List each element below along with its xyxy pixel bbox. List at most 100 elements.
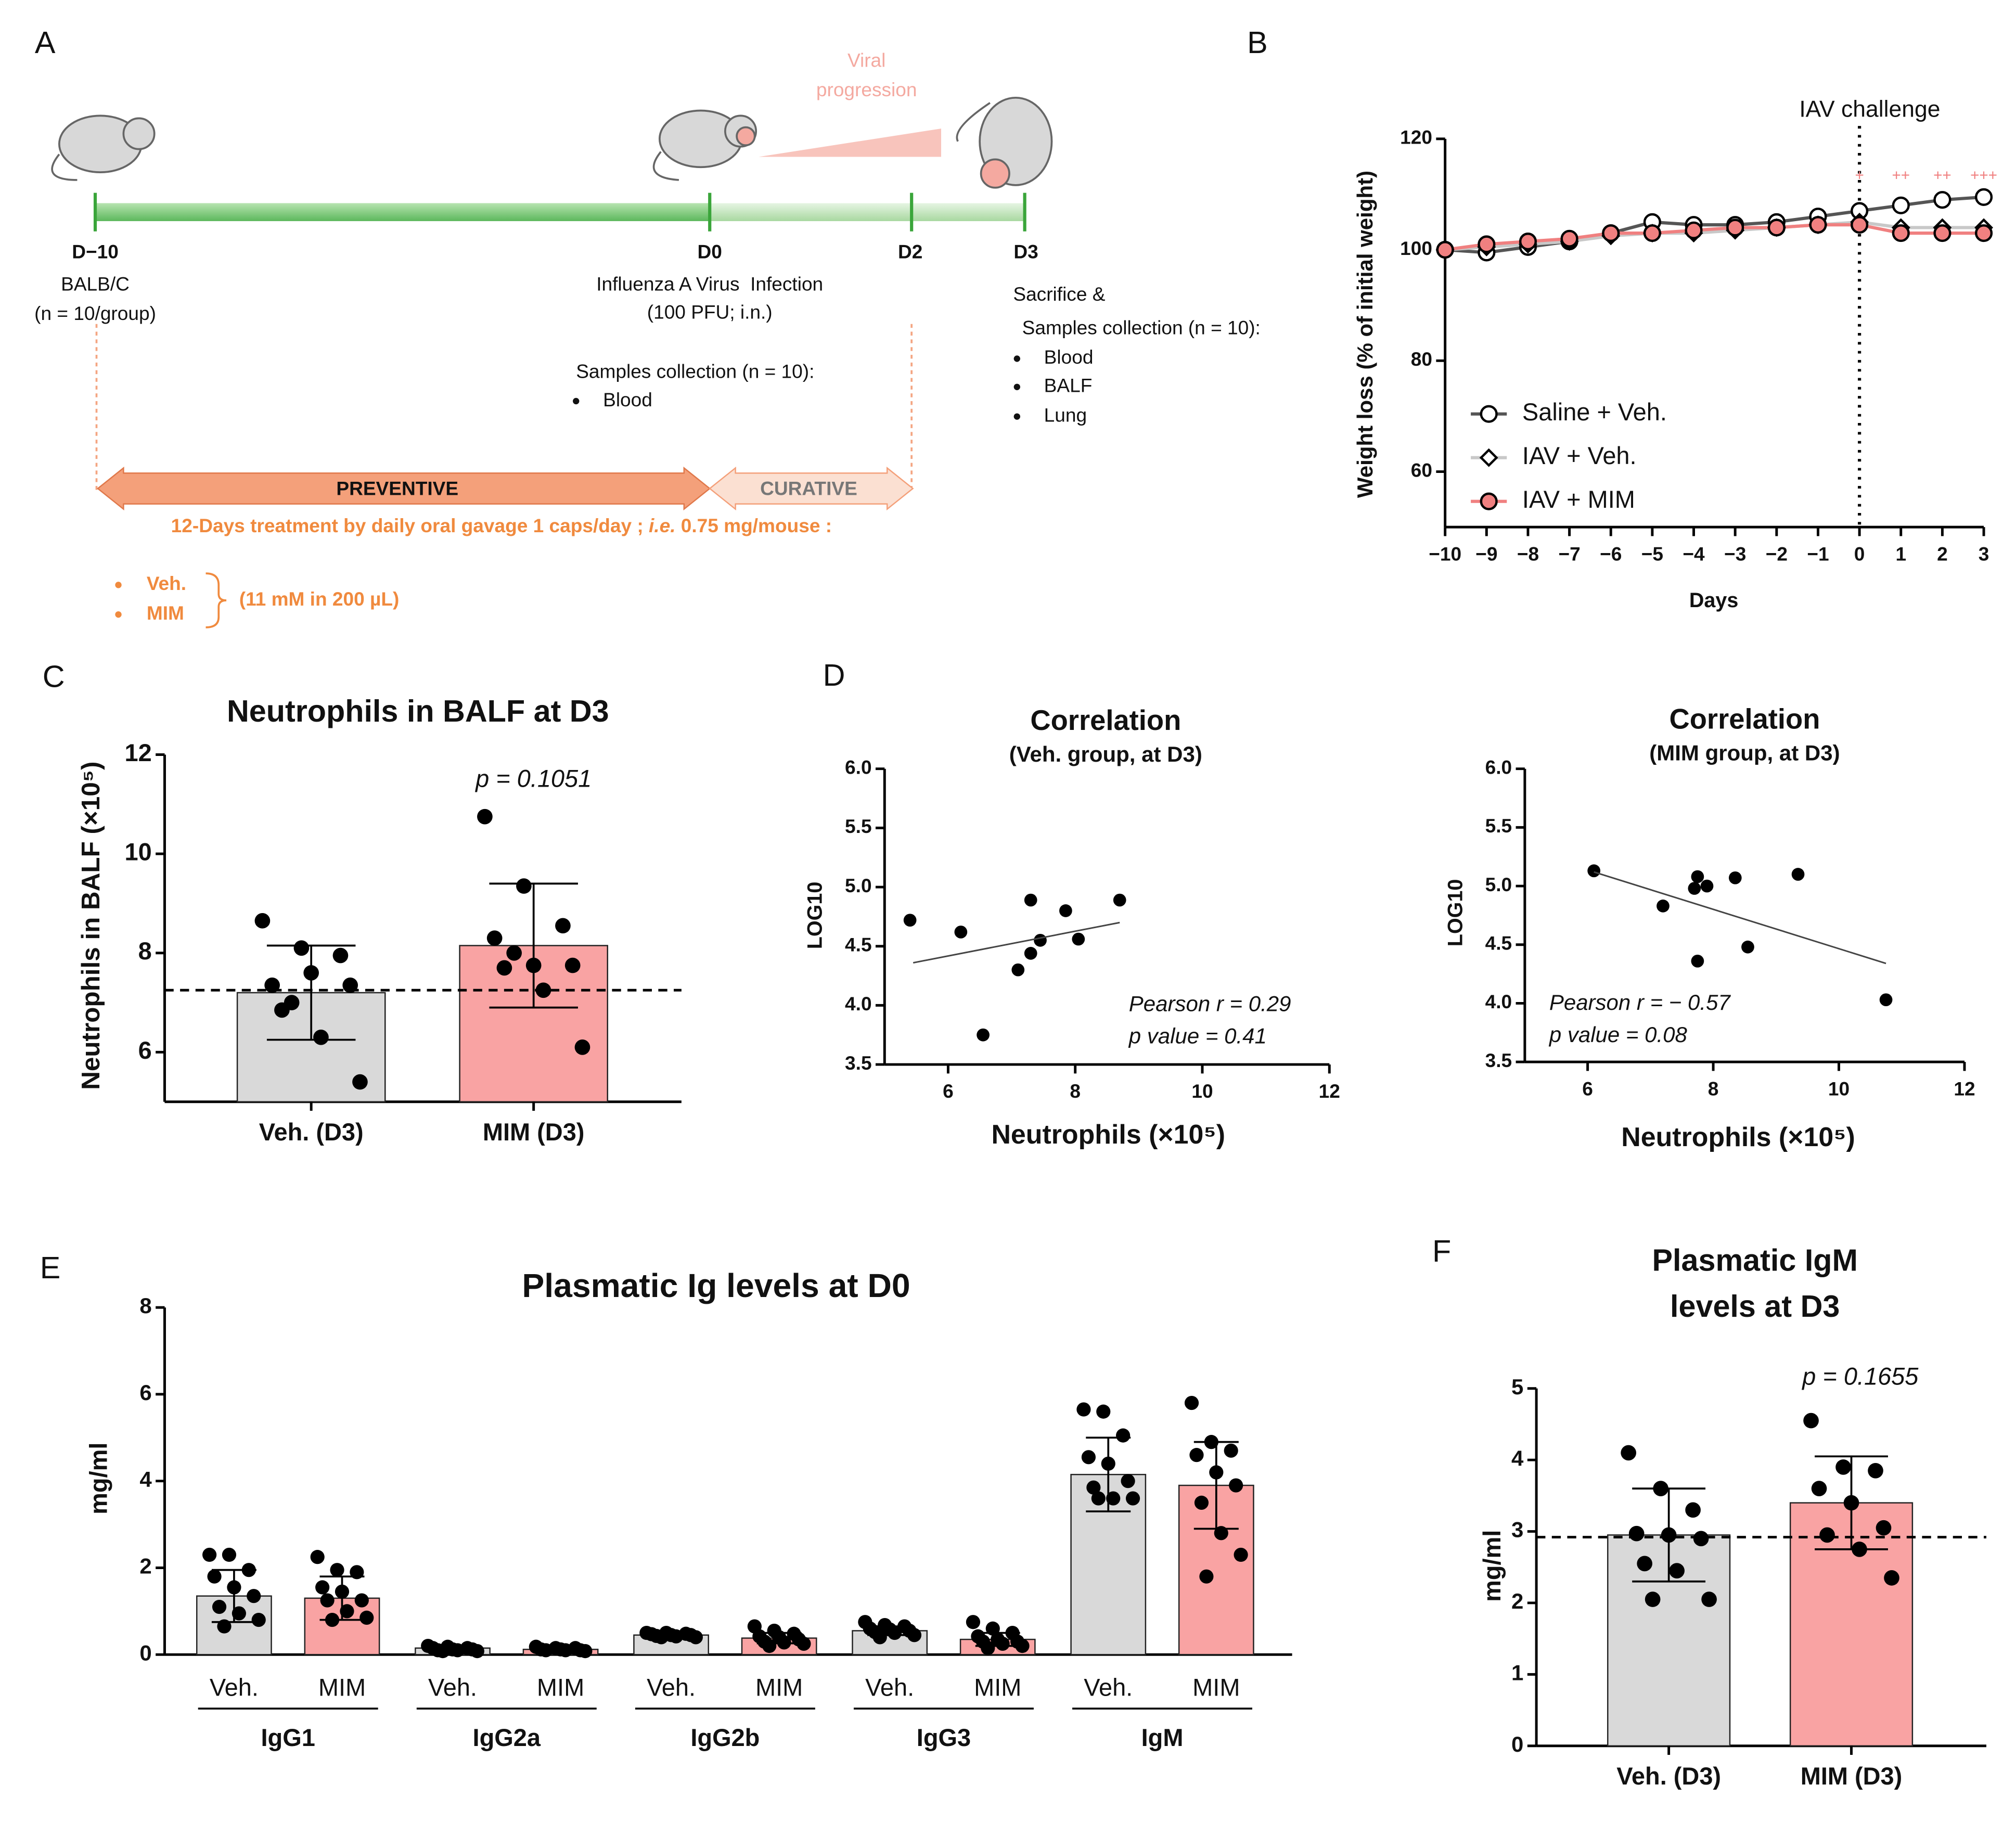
sub-label: Veh. [1084,1673,1133,1701]
legend-marker [1479,448,1498,467]
point [966,1615,981,1629]
y-axis-label: mg/ml [84,1443,112,1514]
trend-line [1594,871,1886,965]
point [1843,1495,1859,1511]
point [320,1593,335,1608]
day-label: D3 [1013,241,1038,263]
point [1224,1443,1238,1458]
bullet [573,397,580,405]
marker [1975,224,1993,242]
y-tick-label: 8 [139,1293,151,1318]
point [310,1550,325,1564]
significance: + [1855,166,1864,184]
y-tick-label: 0 [139,1640,151,1665]
marker [1602,224,1620,242]
point [1587,864,1601,878]
marker [1643,224,1661,242]
sub-label: MIM [974,1673,1021,1701]
point [254,913,271,929]
y-tick-label: 5.0 [845,875,872,896]
legend-label: IAV + MIM [1522,485,1635,513]
group-label: MIM [147,602,184,624]
point [1691,870,1704,883]
marker [1436,241,1454,259]
point [1700,879,1714,893]
point [217,1619,232,1634]
point [564,957,581,973]
significance: ++ [1933,166,1951,184]
group-label: IgG3 [917,1724,971,1751]
point [1101,1456,1115,1471]
point [888,1625,902,1640]
point [1011,963,1025,977]
chart-title: Plasmatic IgM [1652,1242,1857,1277]
point [1835,1459,1851,1475]
legend-marker [1480,492,1498,510]
timeline-bar [95,203,710,222]
y-tick-label: 6.0 [845,756,872,778]
chart-title: Neutrophils in BALF at D3 [227,694,609,728]
x-tick-label: −6 [1600,543,1622,564]
y-tick-label: 6 [139,1380,151,1405]
point [1693,1531,1709,1547]
marker [1519,233,1537,251]
point [1661,1527,1677,1543]
chart-title: Plasmatic Ig levels at D0 [522,1267,910,1304]
timeline-ticks [93,192,1026,232]
point [1811,1481,1827,1496]
y-tick-label: 5.5 [845,815,872,837]
point [332,947,349,964]
point [202,1547,217,1562]
point [797,1636,811,1651]
x-tick-label: Veh. (D3) [259,1118,364,1146]
point [352,1074,368,1090]
chart-title: Correlation [1669,703,1820,735]
y-tick-label: 3 [1511,1518,1523,1542]
marker [1892,196,1910,214]
point [1657,900,1670,913]
y-tick-label: 0 [1511,1732,1523,1756]
point [1645,1591,1661,1607]
y-tick-label: 4 [1511,1446,1524,1470]
point [1685,1502,1701,1518]
sub-label: MIM [1192,1673,1240,1701]
brace [206,572,227,628]
y-tick-label: 100 [1400,237,1432,259]
point [354,1593,369,1608]
point [1059,904,1072,917]
note: BALB/C [61,273,130,294]
point [654,1630,669,1645]
point [284,995,300,1010]
point [251,1612,266,1627]
point [1106,1491,1121,1506]
point [340,1604,354,1619]
note: Samples collection (n = 10): [576,360,814,382]
x-tick-label: 8 [1708,1077,1719,1099]
group-label: IgG1 [261,1724,315,1751]
sub-label: Veh. [210,1673,259,1701]
guide-line [95,324,913,491]
point [470,1644,484,1659]
legend-marker [1480,405,1498,423]
marker [1892,224,1910,242]
point [1091,1491,1106,1506]
chart-subtitle: (Veh. group, at D3) [1009,742,1202,766]
significance: +++ [1970,166,1997,184]
point [977,1028,990,1042]
point [1728,871,1742,884]
note: BALF [1044,375,1093,396]
dose-label: (11 mM in 200 µL) [239,588,400,610]
point [1113,893,1126,907]
x-axis-label: Neutrophils (×10⁵) [1621,1122,1855,1152]
y-tick-label: 3.5 [1485,1049,1512,1071]
y-axis-label: Neutrophils in BALF (×10⁵) [76,762,105,1090]
group-label: Veh. [147,572,186,594]
y-tick-label: 6.0 [1485,756,1512,778]
bullet [115,611,122,618]
sub-label: MIM [537,1673,584,1701]
point [1076,1402,1091,1417]
x-tick-label: 6 [1582,1077,1593,1099]
point [516,878,532,894]
marker [1560,229,1578,248]
point [315,1580,330,1595]
